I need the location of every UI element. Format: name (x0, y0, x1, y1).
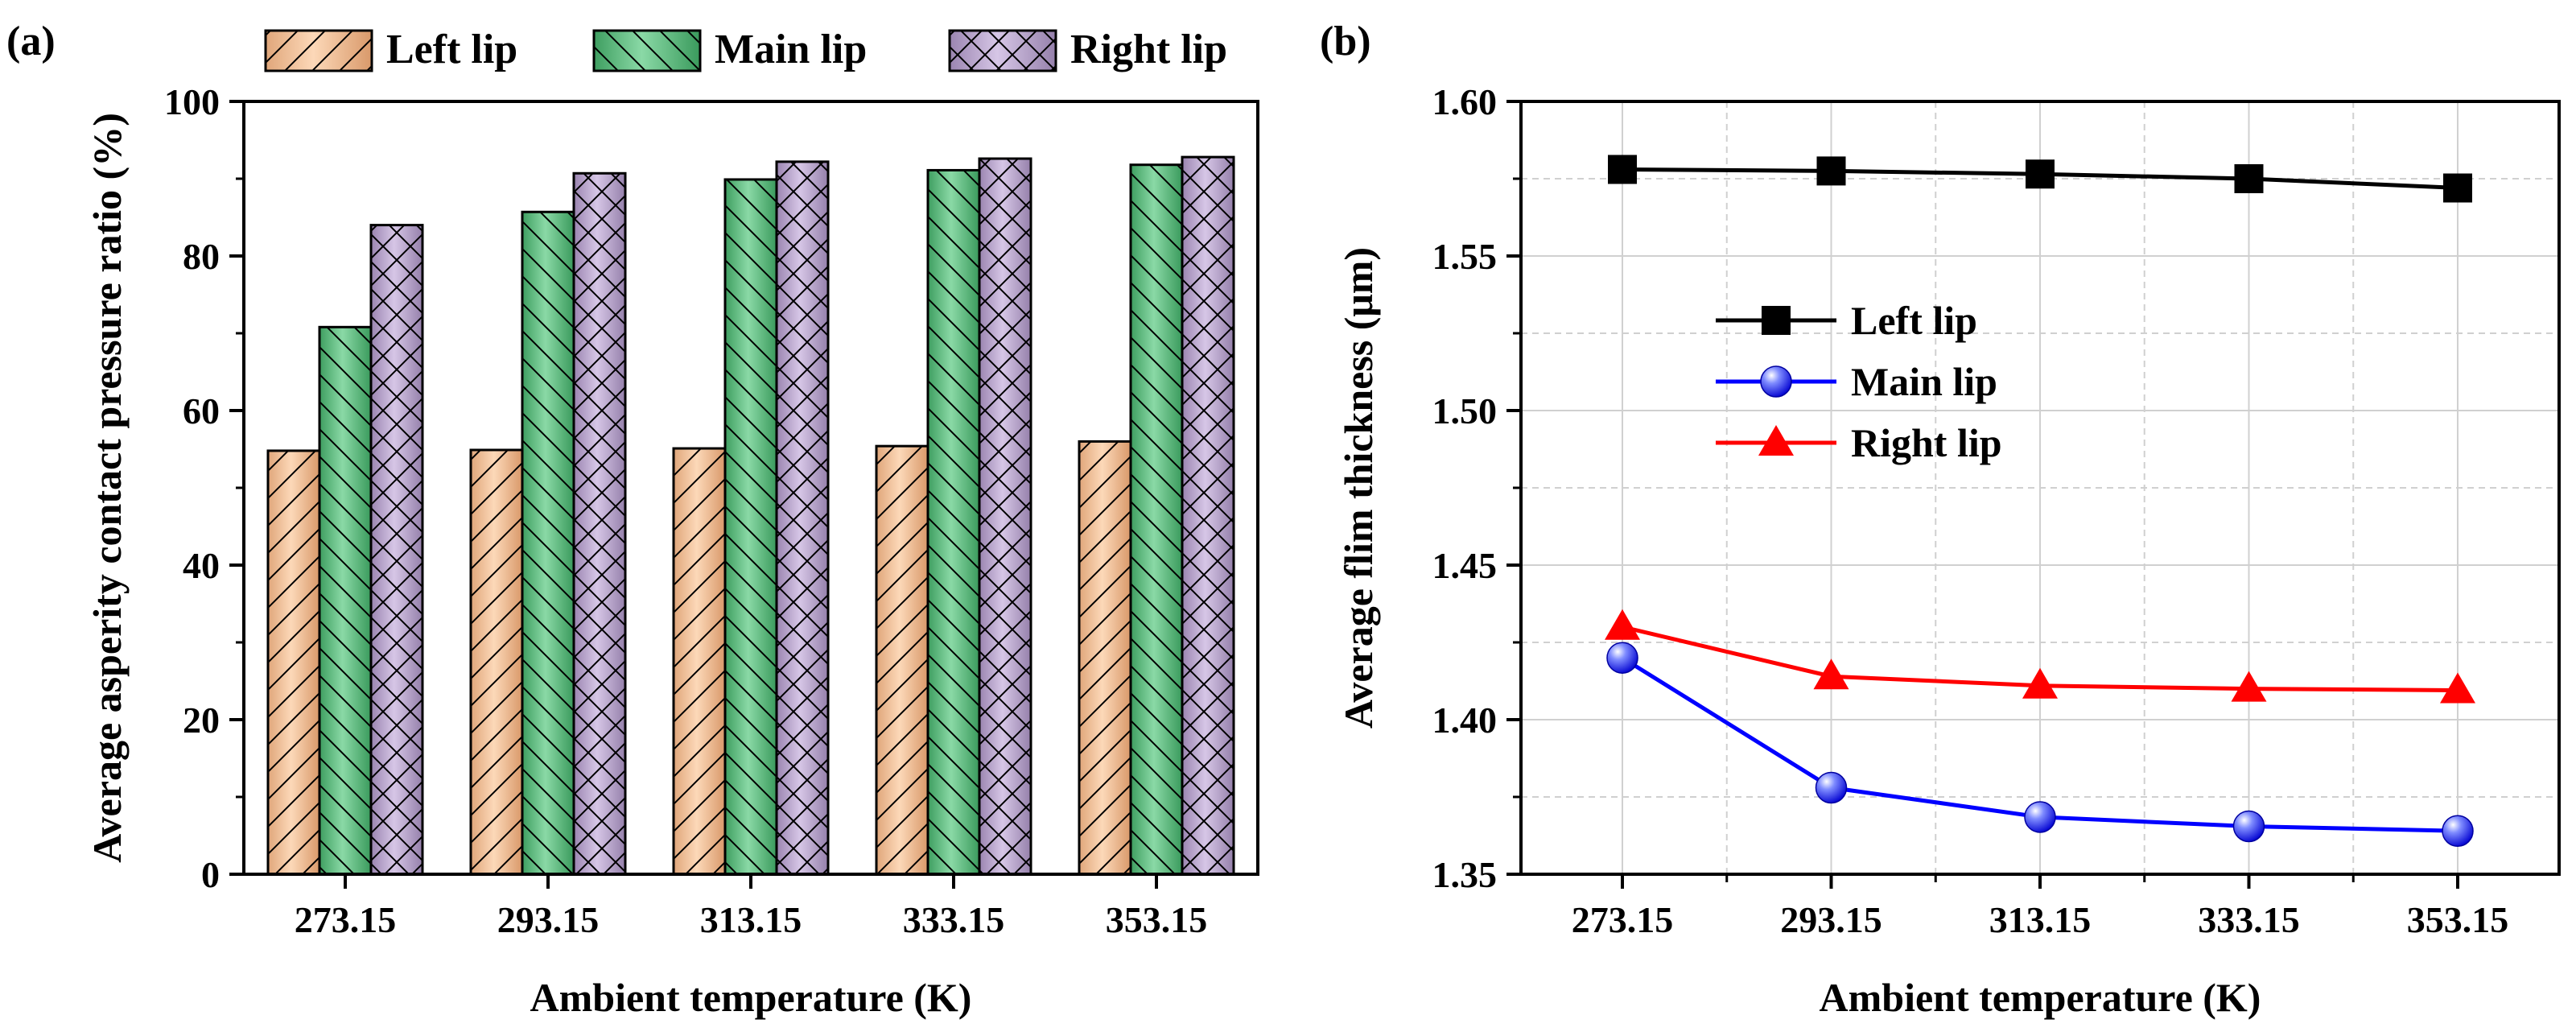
point-left-lip-333.15 (2234, 164, 2264, 193)
x-axis-a: 273.15 293.15 313.15 333.15 353.15 (295, 874, 1208, 940)
legend-marker-left-lip (1762, 306, 1791, 335)
legend-label-main-lip: Main lip (715, 27, 867, 72)
point-right-lip-273.15 (1605, 609, 1640, 640)
bar-hatch-right-lip-273.15 (369, 224, 424, 876)
legend-label-left-lip: Left lip (386, 27, 517, 72)
x-tick-label-a: 273.15 (295, 899, 397, 940)
legend-label-b-main-lip: Main lip (1851, 359, 1997, 404)
bar-hatch-right-lip-293.15 (572, 171, 627, 876)
y-tick-label-a: 20 (183, 700, 220, 741)
legend-label-b-right-lip: Right lip (1851, 420, 2002, 465)
y-tick-label-b: 1.60 (1432, 81, 1498, 122)
point-main-lip-273.15 (1606, 642, 1638, 674)
point-right-lip-293.15 (1813, 658, 1849, 690)
lines-b (1605, 155, 2475, 847)
point-left-lip-353.15 (2443, 173, 2472, 203)
bar-hatch-left-lip-353.15 (1078, 440, 1132, 876)
bar-hatch-main-lip-353.15 (1129, 163, 1184, 876)
y-axis-b: 1.35 1.40 1.45 1.50 1.55 1.60 (1432, 81, 1521, 895)
bar-hatch-main-lip-273.15 (318, 325, 373, 876)
y-tick-label-b: 1.35 (1432, 854, 1498, 895)
grid-b (1521, 101, 2559, 874)
y-tick-label-b: 1.50 (1432, 390, 1498, 431)
x-tick-label-b: 333.15 (2198, 899, 2300, 940)
bars-a (266, 155, 1235, 876)
bar-hatch-right-lip-353.15 (1181, 155, 1235, 876)
bar-hatch-left-lip-293.15 (469, 448, 524, 876)
point-main-lip-333.15 (2232, 810, 2265, 843)
y-tick-label-a: 40 (183, 545, 220, 586)
x-axis-label-b: Ambient temperature (K) (1820, 975, 2261, 1020)
y-axis-label-b: Average flim thickness (μm) (1336, 247, 1381, 729)
legend-a: Left lip Main lip Right lip (264, 27, 1227, 72)
x-tick-label-a: 333.15 (903, 899, 1005, 940)
bar-hatch-left-lip-333.15 (875, 444, 929, 876)
legend-marker-main-lip (1760, 365, 1792, 398)
legend-marker-right-lip (1758, 425, 1794, 456)
bar-hatch-main-lip-333.15 (926, 168, 981, 876)
panel-a: (a) Left lip Main lip Right lip 0 20 40 60 80 1… (6, 19, 1259, 1020)
y-tick-label-a: 80 (183, 236, 220, 277)
y-tick-label-b: 1.55 (1432, 236, 1498, 277)
bar-hatch-main-lip-293.15 (521, 210, 575, 876)
point-main-lip-293.15 (1815, 771, 1848, 804)
x-tick-label-b: 353.15 (2407, 899, 2509, 940)
x-tick-label-a: 353.15 (1106, 899, 1208, 940)
legend-swatch-hatch-left-lip (264, 29, 373, 72)
legend-b: Left lip Main lip Right lip (1716, 298, 2002, 465)
x-tick-label-b: 273.15 (1572, 899, 1674, 940)
x-tick-label-a: 293.15 (497, 899, 600, 940)
panel-label-b: (b) (1320, 19, 1371, 64)
point-right-lip-313.15 (2022, 667, 2058, 699)
legend-swatch-hatch-main-lip (592, 29, 702, 72)
bar-hatch-right-lip-313.15 (775, 160, 830, 876)
legend-swatch-hatch-right-lip (948, 29, 1057, 72)
y-tick-label-a: 100 (164, 81, 220, 122)
x-tick-label-b: 313.15 (1989, 899, 2092, 940)
y-tick-label-b: 1.40 (1432, 700, 1498, 741)
point-right-lip-333.15 (2231, 671, 2267, 702)
y-axis-a: 0 20 40 60 80 100 (164, 81, 244, 895)
y-tick-label-a: 60 (183, 390, 220, 431)
panel-b: (b) 1.35 1.40 1.45 1.50 1.55 1.60 273.15 293.1… (1320, 19, 2561, 1020)
legend-label-right-lip: Right lip (1070, 27, 1227, 72)
y-tick-label-b: 1.45 (1432, 545, 1498, 586)
y-axis-label-a: Average asperity contact pressure ratio … (84, 113, 130, 863)
bar-hatch-left-lip-273.15 (266, 449, 321, 876)
legend-label-b-left-lip: Left lip (1851, 298, 1977, 343)
point-right-lip-353.15 (2440, 672, 2475, 704)
bar-hatch-right-lip-333.15 (978, 157, 1032, 876)
point-main-lip-353.15 (2442, 815, 2474, 847)
point-left-lip-293.15 (1816, 156, 1846, 186)
point-main-lip-313.15 (2024, 801, 2056, 833)
x-tick-label-a: 313.15 (700, 899, 802, 940)
point-left-lip-273.15 (1608, 155, 1637, 184)
bar-hatch-left-lip-313.15 (672, 447, 727, 876)
panel-label-a: (a) (6, 19, 56, 64)
point-left-lip-313.15 (2026, 159, 2055, 189)
bar-hatch-main-lip-313.15 (723, 178, 778, 876)
x-tick-label-b: 293.15 (1780, 899, 1882, 940)
x-axis-b: 273.15 293.15 313.15 333.15 353.15 (1572, 874, 2509, 940)
x-axis-label-a: Ambient temperature (K) (530, 975, 972, 1020)
y-tick-label-a: 0 (201, 854, 220, 895)
